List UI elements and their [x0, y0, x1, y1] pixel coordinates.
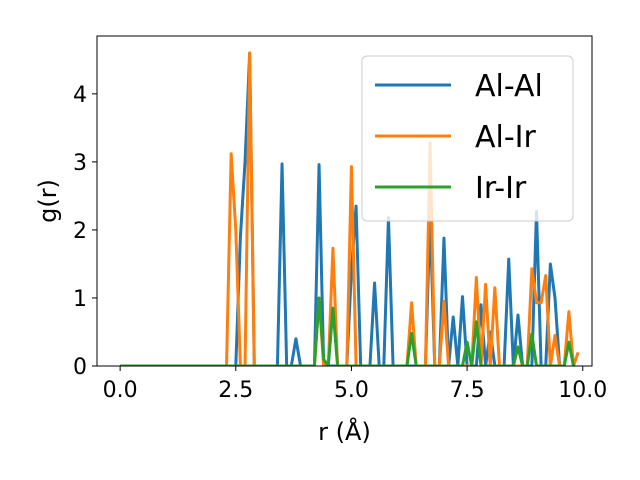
- y-tick-label: 0: [73, 355, 87, 380]
- legend-label-ir-ir: Ir-Ir: [475, 171, 527, 206]
- legend: Al-Al Al-Ir Ir-Ir: [361, 55, 574, 222]
- y-tick-label: 4: [73, 83, 87, 108]
- x-axis-label: r (Å): [318, 417, 371, 446]
- x-tick-label: 10.0: [558, 378, 607, 403]
- x-tick-label: 5.0: [334, 378, 369, 403]
- legend-label-al-al: Al-Al: [475, 69, 543, 104]
- x-tick-label: 0.0: [103, 378, 138, 403]
- x-tick-label: 7.5: [450, 378, 485, 403]
- x-tick-label: 2.5: [218, 378, 253, 403]
- series-line-ir-ir: [120, 296, 575, 366]
- legend-label-al-ir: Al-Ir: [475, 120, 537, 155]
- x-axis: 0.0 2.5 5.0 7.5 10.0: [103, 366, 607, 403]
- y-tick-label: 2: [73, 219, 87, 244]
- series-line-al-ir: [120, 51, 580, 366]
- legend-box: [361, 55, 574, 222]
- y-tick-label: 1: [73, 287, 87, 312]
- plot-frame: [96, 35, 593, 367]
- y-axis-label: g(r): [34, 179, 62, 223]
- y-tick-label: 3: [73, 151, 87, 176]
- y-axis: 0 1 2 3 4: [73, 83, 97, 380]
